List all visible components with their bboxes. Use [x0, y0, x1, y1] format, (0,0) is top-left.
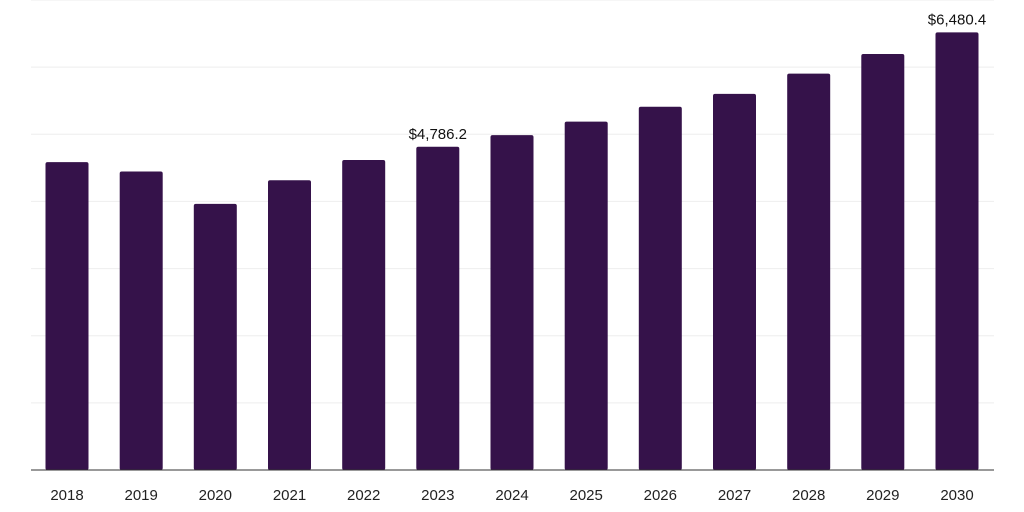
bar-2025 [564, 121, 608, 470]
x-tick-label-2020: 2020 [199, 487, 232, 504]
bar-2026 [638, 106, 682, 470]
bar-2021 [268, 180, 311, 471]
data-label-2030: $6,480.4 [928, 11, 986, 28]
bar-2024 [490, 135, 534, 470]
x-tick-label-2023: 2023 [421, 487, 454, 504]
bar-2029 [861, 54, 905, 470]
x-tick-label-2030: 2030 [940, 487, 973, 504]
x-tick-label-2024: 2024 [495, 487, 528, 504]
bar-2018 [45, 162, 89, 470]
x-tick-label-2029: 2029 [866, 487, 899, 504]
bar-2022 [342, 160, 386, 470]
bar-2020 [193, 203, 237, 470]
bar-2028 [787, 73, 831, 470]
x-tick-label-2021: 2021 [273, 487, 306, 504]
x-tick-label-2028: 2028 [792, 487, 825, 504]
data-label-2023: $4,786.2 [409, 126, 467, 143]
x-tick-label-2018: 2018 [50, 487, 83, 504]
x-tick-label-2027: 2027 [718, 487, 751, 504]
x-tick-label-2019: 2019 [125, 487, 158, 504]
bar-2030 [935, 32, 979, 471]
bar-2027 [713, 93, 756, 471]
x-tick-label-2026: 2026 [644, 487, 677, 504]
x-axis-tick-labels: 2018 2019 2020 2021 2022 2023 2024 2025 2026 2027… [50, 487, 973, 504]
bar-2019 [119, 171, 163, 470]
bars [45, 32, 979, 471]
x-tick-label-2022: 2022 [347, 487, 380, 504]
data-labels: $4,786.2 $6,480.4 [409, 11, 987, 142]
bar-2023 [416, 146, 460, 471]
x-tick-label-2025: 2025 [570, 487, 603, 504]
